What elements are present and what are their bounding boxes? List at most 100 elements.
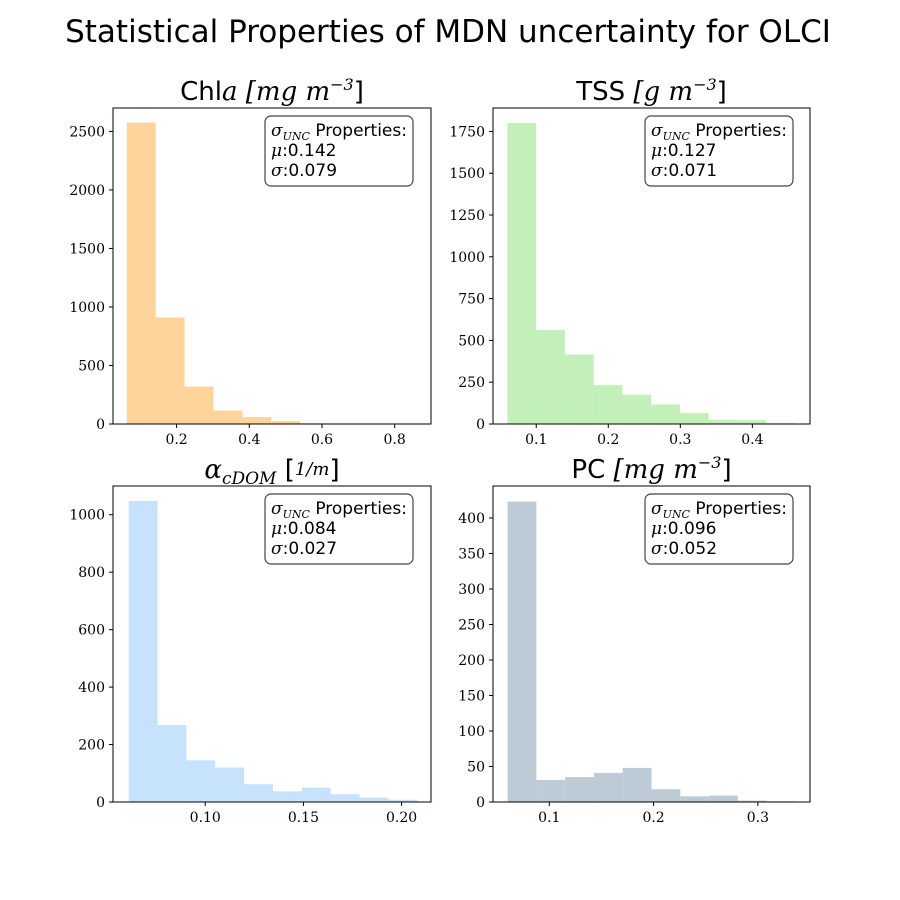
histogram-bar (737, 800, 767, 802)
y-tick-label: 1250 (449, 208, 485, 224)
histogram-bar (388, 799, 418, 802)
histogram-bar (593, 385, 623, 424)
histogram-bar (186, 760, 216, 802)
x-tick-label: 0.2 (165, 432, 187, 448)
y-tick-label: 400 (458, 511, 485, 527)
axes-frame (492, 107, 811, 425)
axes-frame (112, 485, 432, 803)
y-tick-label: 50 (467, 759, 485, 775)
stats-mean: μ:0.127 (651, 141, 716, 161)
histogram-bar (536, 779, 566, 802)
histogram-bar (155, 317, 185, 424)
axes-frame (112, 107, 432, 425)
y-tick-label: 1500 (449, 166, 485, 182)
histogram-bar (184, 386, 214, 424)
y-tick-label: 0 (476, 417, 485, 433)
panel-4: 0.1 0.2 0.3 0 50 100 150 200 250 300 350 400 PC [mg … (458, 453, 811, 826)
stats-std: σ:0.079 (271, 161, 337, 181)
histogram-bar (242, 416, 272, 424)
stats-box (264, 115, 414, 187)
x-tick-label: 0.2 (642, 810, 664, 826)
y-tick-label: 500 (458, 333, 485, 349)
axes-frame (492, 485, 811, 803)
stats-heading: σUNC Properties: (271, 499, 407, 521)
histogram-bar (536, 330, 565, 424)
histogram-bar (708, 419, 738, 424)
histogram-bar (737, 420, 767, 424)
histogram-bar (565, 777, 594, 802)
y-tick-label: 200 (78, 738, 105, 754)
histogram-bar (507, 123, 537, 425)
y-tick-label: 1000 (449, 250, 485, 266)
y-tick-label: 200 (458, 653, 485, 669)
histogram-bar (651, 789, 681, 802)
histogram-bar (128, 500, 158, 802)
x-tick-label: 0.8 (384, 432, 406, 448)
panel-title: Chla [mg m−3] (180, 75, 364, 107)
y-tick-label: 1000 (69, 300, 105, 316)
x-tick-label: 0.2 (597, 432, 619, 448)
histogram-bar (330, 794, 360, 802)
y-tick-label: 150 (458, 688, 485, 704)
y-tick-label: 300 (458, 582, 485, 598)
y-tick-label: 350 (458, 546, 485, 562)
panel-3: 0.10 0.15 0.20 0 200 400 600 800 1000 αcDOM [1/m]… (69, 455, 432, 826)
x-tick-label: 0.4 (741, 432, 763, 448)
figure-title: Statistical Properties of MDN uncertaint… (65, 14, 831, 50)
y-tick-label: 250 (458, 375, 485, 391)
stats-box (644, 115, 794, 187)
histogram-bar (213, 410, 243, 424)
y-tick-label: 1500 (69, 241, 105, 257)
stats-mean: μ:0.142 (271, 141, 336, 161)
y-tick-label: 2500 (69, 124, 105, 140)
y-tick-label: 500 (78, 358, 105, 374)
y-tick-label: 800 (78, 565, 105, 581)
stats-box (644, 493, 794, 565)
histogram-bar (272, 791, 302, 802)
stats-heading: σUNC Properties: (651, 499, 787, 521)
y-tick-label: 400 (78, 680, 105, 696)
histogram-bar (215, 767, 245, 802)
histogram-bar (157, 725, 187, 802)
y-tick-label: 250 (458, 617, 485, 633)
histogram-bar (622, 767, 652, 802)
panel-title: αcDOM [1/m] (204, 455, 339, 489)
x-tick-label: 0.3 (669, 432, 691, 448)
y-tick-label: 750 (458, 292, 485, 308)
histogram-bar (564, 354, 594, 424)
histogram-bar (126, 122, 156, 424)
x-tick-label: 0.1 (525, 432, 547, 448)
stats-mean: μ:0.084 (271, 519, 336, 539)
y-tick-label: 100 (458, 724, 485, 740)
stats-box (264, 493, 414, 565)
histogram-bar (271, 421, 301, 424)
y-tick-label: 0 (96, 795, 105, 811)
panel-title: TSS [g m−3] (575, 75, 727, 107)
histogram-bar (679, 413, 709, 424)
x-tick-label: 0.15 (288, 810, 319, 826)
x-tick-label: 0.4 (238, 432, 260, 448)
panel-1: 0.2 0.4 0.6 0.8 0 500 1000 1500 2000 2500 Chla [mg… (69, 75, 432, 448)
y-tick-label: 2000 (69, 183, 105, 199)
histogram-bar (359, 797, 389, 802)
y-tick-label: 1000 (69, 508, 105, 524)
x-tick-label: 0.1 (538, 810, 560, 826)
panel-2: 0.1 0.2 0.3 0.4 0 250 500 750 1000 1250 1500 1750 TS… (449, 75, 811, 448)
x-tick-label: 0.10 (190, 810, 221, 826)
y-tick-label: 0 (96, 417, 105, 433)
stats-std: σ:0.027 (271, 539, 337, 559)
y-tick-label: 600 (78, 623, 105, 639)
panel-title: PC [mg m−3] (571, 453, 731, 485)
y-tick-label: 0 (476, 795, 485, 811)
y-tick-label: 1750 (449, 124, 485, 140)
histogram-bar (651, 404, 680, 424)
x-tick-label: 0.6 (311, 432, 333, 448)
stats-heading: σUNC Properties: (271, 121, 407, 143)
x-tick-label: 0.3 (747, 810, 769, 826)
histogram-bar (680, 796, 710, 802)
histogram-bar (301, 787, 331, 802)
x-tick-label: 0.20 (386, 810, 417, 826)
stats-std: σ:0.052 (651, 539, 717, 559)
